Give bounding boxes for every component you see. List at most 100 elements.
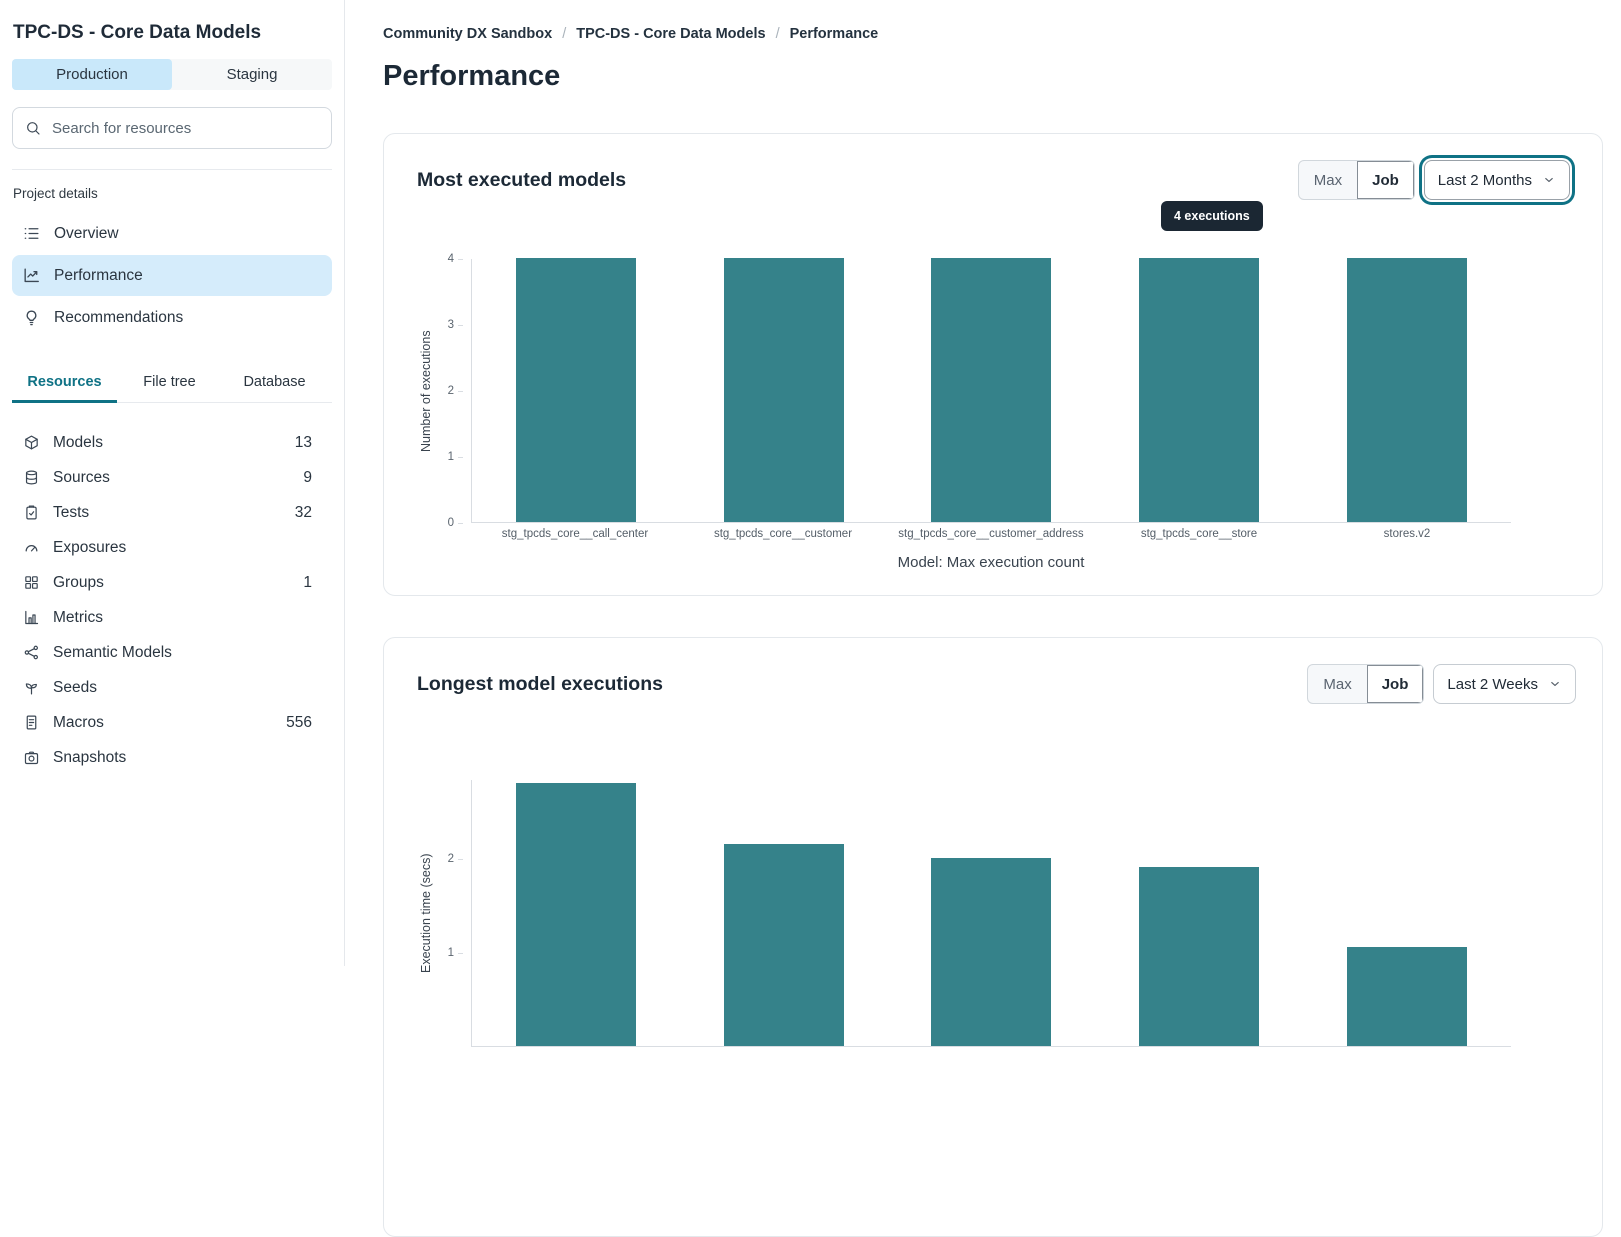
resource-label: Metrics: [53, 608, 103, 626]
project-details-label: Project details: [13, 186, 98, 201]
breadcrumb-separator: /: [562, 26, 567, 42]
sidebar-item-label: Overview: [54, 224, 119, 242]
chart-tooltip: 4 executions: [1161, 201, 1263, 232]
resource-count: 13: [294, 433, 312, 451]
x-tick-label: stg_tpcds_core__store: [1140, 528, 1258, 541]
bar-slot: [1303, 258, 1511, 523]
resource-label: Models: [53, 433, 103, 451]
bar[interactable]: [515, 258, 636, 523]
resource-item-metrics[interactable]: Metrics: [12, 600, 332, 635]
resource-label: Macros: [53, 713, 104, 731]
sidebar-item-label: Recommendations: [54, 308, 184, 326]
y-tick-label: 2: [447, 853, 465, 866]
sidebar-item-performance[interactable]: Performance: [12, 255, 332, 296]
y-ticks: 0 1 2 3 4: [433, 253, 465, 529]
tab-database[interactable]: Database: [243, 374, 306, 390]
x-tick-label: stg_tpcds_core__customer_address: [898, 528, 1084, 541]
bar[interactable]: [1139, 258, 1260, 523]
bar-slot: [680, 258, 888, 523]
x-axis-title: Model: Max execution count: [897, 554, 1085, 572]
max-job-toggle: Max Job: [1297, 160, 1415, 201]
breadcrumb-item-tpc-ds-core-data-models[interactable]: TPC-DS - Core Data Models: [576, 26, 766, 42]
resource-item-groups[interactable]: Groups 1: [12, 565, 332, 600]
resource-list: Models 13 Sources 9 Tests 32 Exposures Groups 1 M…: [12, 425, 332, 775]
resource-item-snapshots[interactable]: Snapshots: [12, 740, 332, 775]
card-header: Most executed models Max Job Last 2 Month…: [384, 134, 1602, 201]
project-title: TPC-DS - Core Data Models: [13, 22, 262, 43]
card-title: Longest model executions: [417, 672, 663, 695]
y-tick-label: 0: [447, 517, 465, 530]
camera-icon: [23, 749, 40, 766]
sidebar-item-recommendations[interactable]: Recommendations: [12, 297, 332, 338]
environment-toggle: Production Staging: [12, 59, 332, 90]
resource-item-macros[interactable]: Macros 556: [12, 705, 332, 740]
document-icon: [23, 714, 40, 731]
bar[interactable]: [515, 783, 636, 1047]
resource-label: Tests: [53, 503, 90, 521]
bar[interactable]: [931, 858, 1052, 1047]
chevron-down-icon: [1548, 677, 1562, 691]
date-range-dropdown[interactable]: Last 2 Months: [1423, 160, 1570, 201]
breadcrumb-separator: /: [775, 26, 780, 42]
sidebar-tabs: Resources File tree Database: [12, 365, 332, 403]
date-range-value: Last 2 Weeks: [1447, 675, 1538, 693]
chart-line-icon: [22, 266, 41, 285]
x-tick-label: stg_tpcds_core__customer: [713, 528, 853, 541]
gauge-icon: [23, 539, 40, 556]
bar[interactable]: [1139, 867, 1260, 1047]
resource-item-seeds[interactable]: Seeds: [12, 670, 332, 705]
grid-icon: [23, 574, 40, 591]
resource-count: 32: [294, 503, 312, 521]
plot-area: [471, 258, 1511, 524]
resource-count: 556: [286, 713, 312, 731]
sidebar: TPC-DS - Core Data Models Production Stag…: [0, 0, 345, 966]
breadcrumb: Community DX Sandbox / TPC-DS - Core Data …: [383, 26, 1621, 42]
resource-count: 1: [303, 573, 312, 591]
resource-item-sources[interactable]: Sources 9: [12, 460, 332, 495]
bar-slot: [1303, 780, 1511, 1047]
search-box[interactable]: [12, 107, 332, 149]
bar[interactable]: [723, 844, 844, 1047]
max-job-toggle: Max Job: [1307, 664, 1425, 705]
tab-file-tree[interactable]: File tree: [143, 374, 196, 390]
card-header: Longest model executions Max Job Last 2 W…: [384, 638, 1602, 705]
bar-slot: [1095, 780, 1303, 1047]
resource-item-models[interactable]: Models 13: [12, 425, 332, 460]
resource-label: Exposures: [53, 538, 127, 556]
card-title: Most executed models: [417, 168, 627, 191]
bar[interactable]: [723, 258, 844, 523]
bar-slot: [472, 258, 680, 523]
database-icon: [23, 469, 40, 486]
resource-item-tests[interactable]: Tests 32: [12, 495, 332, 530]
x-tick-label: stores.v2: [1383, 528, 1431, 541]
chart-controls: Max Job Last 2 Months: [1297, 160, 1576, 201]
page-title: Performance: [383, 60, 561, 92]
bar-slot: [888, 780, 1096, 1047]
project-nav: Overview Performance Recommendations: [12, 213, 332, 338]
toggle-max[interactable]: Max: [1313, 171, 1343, 189]
bar-slot: [472, 780, 680, 1047]
env-option-staging[interactable]: Staging: [226, 66, 278, 83]
cube-icon: [23, 434, 40, 451]
bar[interactable]: [1347, 947, 1468, 1047]
date-range-dropdown[interactable]: Last 2 Weeks: [1433, 664, 1576, 705]
toggle-job[interactable]: Job: [1366, 665, 1424, 704]
bar[interactable]: [1347, 258, 1468, 523]
y-tick-label: 1: [447, 947, 465, 960]
env-option-production[interactable]: Production: [12, 59, 172, 90]
tab-resources[interactable]: Resources: [12, 365, 117, 403]
search-input[interactable]: [50, 118, 319, 138]
sidebar-item-overview[interactable]: Overview: [12, 213, 332, 254]
breadcrumb-item-community-dx-sandbox[interactable]: Community DX Sandbox: [383, 26, 553, 42]
bar[interactable]: [931, 258, 1052, 523]
sidebar-divider: [12, 169, 332, 170]
resource-item-semantic-models[interactable]: Semantic Models: [12, 635, 332, 670]
resource-item-exposures[interactable]: Exposures: [12, 530, 332, 565]
resource-label: Sources: [53, 468, 110, 486]
resource-label: Semantic Models: [53, 643, 172, 661]
toggle-job[interactable]: Job: [1357, 161, 1414, 200]
toggle-max[interactable]: Max: [1323, 675, 1352, 693]
y-tick-label: 3: [447, 319, 465, 332]
